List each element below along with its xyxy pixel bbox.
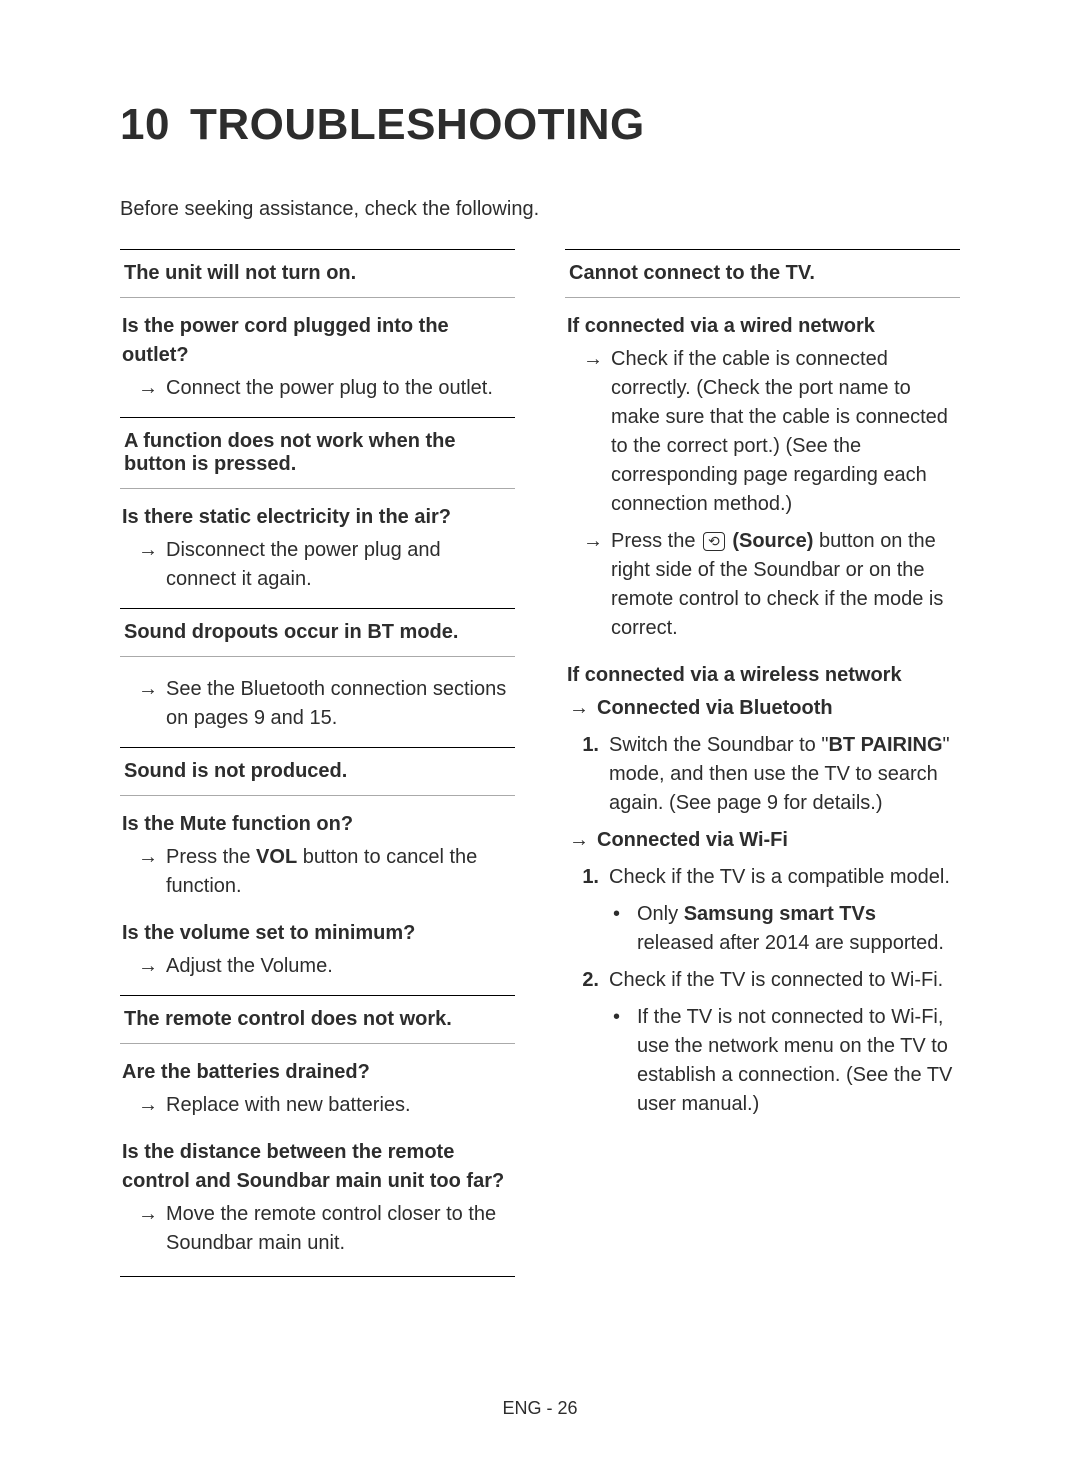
arrow-icon: → <box>583 345 601 519</box>
subhead-text: Connected via Bluetooth <box>597 694 958 723</box>
question-wired: If connected via a wired network <box>565 312 960 341</box>
question-remote-distance: Is the distance between the remote contr… <box>120 1138 515 1196</box>
answer-bt-dropout: → See the Bluetooth connection sections … <box>120 671 515 737</box>
answer-mute: → Press the VOL button to cancel the fun… <box>120 839 515 905</box>
question-volume-min: Is the volume set to minimum? <box>120 919 515 948</box>
subhead-text: Connected via Wi-Fi <box>597 826 958 855</box>
subhead-wifi: → Connected via Wi-Fi <box>565 822 960 859</box>
end-rule <box>120 1276 515 1277</box>
step-text: Check if the TV is a compatible model. <box>609 863 958 892</box>
bullet-wifi-1: • Only Samsung smart TVs released after … <box>565 896 960 962</box>
answer-text: Press the ⟲ (Source) button on the right… <box>611 527 958 643</box>
question-mute: Is the Mute function on? <box>120 810 515 839</box>
section-head-no-sound: Sound is not produced. <box>120 747 515 796</box>
section-head-remote: The remote control does not work. <box>120 995 515 1044</box>
intro-text: Before seeking assistance, check the fol… <box>120 198 960 221</box>
page-footer: ENG - 26 <box>0 1398 1080 1419</box>
answer-text: Press the VOL button to cancel the funct… <box>166 843 513 901</box>
answer-batteries: → Replace with new batteries. <box>120 1087 515 1124</box>
answer-static: → Disconnect the power plug and connect … <box>120 532 515 598</box>
arrow-icon: → <box>569 694 587 723</box>
right-column: Cannot connect to the TV. If connected v… <box>565 249 960 1277</box>
answer-text: Disconnect the power plug and connect it… <box>166 536 513 594</box>
content-columns: The unit will not turn on. Is the power … <box>120 249 960 1277</box>
bullet-icon: • <box>613 900 627 958</box>
step-number: 2. <box>575 966 599 995</box>
arrow-icon: → <box>138 843 156 901</box>
txt-bold: BT PAIRING <box>828 734 942 756</box>
arrow-icon: → <box>583 527 601 643</box>
answer-text: Check if the cable is connected correctl… <box>611 345 958 519</box>
txt-pre: Press the <box>611 530 701 552</box>
chapter-title-text: TROUBLESHOOTING <box>190 100 645 149</box>
answer-text: Connect the power plug to the outlet. <box>166 374 513 403</box>
txt-bold: VOL <box>256 846 297 868</box>
arrow-icon: → <box>138 952 156 981</box>
txt-bold: Samsung smart TVs <box>684 903 876 925</box>
question-static: Is there static electricity in the air? <box>120 503 515 532</box>
answer-remote-distance: → Move the remote control closer to the … <box>120 1196 515 1262</box>
answer-text: Replace with new batteries. <box>166 1091 513 1120</box>
chapter-number: 10 <box>120 100 170 149</box>
txt-pre: Only <box>637 903 684 925</box>
txt-pre: Switch the Soundbar to " <box>609 734 828 756</box>
answer-volume-min: → Adjust the Volume. <box>120 948 515 985</box>
step-number: 1. <box>575 731 599 818</box>
answer-wired-cable: → Check if the cable is connected correc… <box>565 341 960 523</box>
step-wifi-2: 2. Check if the TV is connected to Wi-Fi… <box>565 962 960 999</box>
section-head-bt-dropout: Sound dropouts occur in BT mode. <box>120 608 515 657</box>
answer-text: Adjust the Volume. <box>166 952 513 981</box>
question-batteries: Are the batteries drained? <box>120 1058 515 1087</box>
question-wireless: If connected via a wireless network <box>565 661 960 690</box>
step-number: 1. <box>575 863 599 892</box>
bullet-wifi-2: • If the TV is not connected to Wi-Fi, u… <box>565 999 960 1123</box>
question-power-cord: Is the power cord plugged into the outle… <box>120 312 515 370</box>
answer-text: See the Bluetooth connection sections on… <box>166 675 513 733</box>
txt-post: released after 2014 are supported. <box>637 932 944 954</box>
arrow-icon: → <box>569 826 587 855</box>
section-head-unit-off: The unit will not turn on. <box>120 249 515 298</box>
arrow-icon: → <box>138 1200 156 1258</box>
step-bt-1: 1. Switch the Soundbar to "BT PAIRING" m… <box>565 727 960 822</box>
source-icon: ⟲ <box>703 532 725 551</box>
step-text: Check if the TV is connected to Wi-Fi. <box>609 966 958 995</box>
subhead-bluetooth: → Connected via Bluetooth <box>565 690 960 727</box>
section-head-tv: Cannot connect to the TV. <box>565 249 960 298</box>
arrow-icon: → <box>138 1091 156 1120</box>
arrow-icon: → <box>138 675 156 733</box>
step-wifi-1: 1. Check if the TV is a compatible model… <box>565 859 960 896</box>
step-text: Switch the Soundbar to "BT PAIRING" mode… <box>609 731 958 818</box>
answer-wired-source: → Press the ⟲ (Source) button on the rig… <box>565 523 960 647</box>
bullet-icon: • <box>613 1003 627 1119</box>
arrow-icon: → <box>138 536 156 594</box>
section-head-function: A function does not work when the button… <box>120 417 515 489</box>
bullet-text: If the TV is not connected to Wi-Fi, use… <box>637 1003 958 1119</box>
answer-text: Move the remote control closer to the So… <box>166 1200 513 1258</box>
txt-pre: Press the <box>166 846 256 868</box>
bullet-text: Only Samsung smart TVs released after 20… <box>637 900 958 958</box>
chapter-title: 10 TROUBLESHOOTING <box>120 100 960 150</box>
answer-power-cord: → Connect the power plug to the outlet. <box>120 370 515 407</box>
arrow-icon: → <box>138 374 156 403</box>
left-column: The unit will not turn on. Is the power … <box>120 249 515 1277</box>
txt-bold: (Source) <box>727 530 814 552</box>
